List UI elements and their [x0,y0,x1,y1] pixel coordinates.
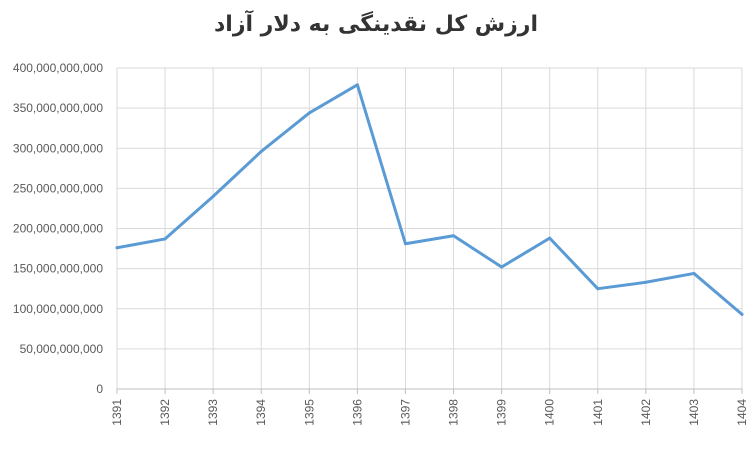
data-point [211,194,215,198]
x-tick-label: 1397 [398,399,412,426]
x-tick-label: 1399 [495,399,509,426]
y-tick-label: 150,000,000,000 [13,262,103,276]
y-tick-label: 50,000,000,000 [20,342,104,356]
data-point [259,149,263,153]
x-tick-label: 1395 [302,399,316,426]
x-tick-label: 1401 [591,399,605,426]
label-layer: 0 50,000,000,000 100,000,000,000 150,000,00… [13,61,749,426]
y-tick-label: 0 [96,382,103,396]
data-point [452,234,456,238]
data-point [115,246,119,250]
series-line [115,83,744,316]
x-tick-label: 1402 [639,399,653,426]
y-tick-label: 100,000,000,000 [13,302,103,316]
grid-layer [116,67,743,389]
x-tick-label: 1403 [687,399,701,426]
y-tick-label: 300,000,000,000 [13,141,103,155]
data-point [355,83,359,87]
series-layer [115,83,744,316]
axis-layer [116,388,743,394]
x-tick-label: 1392 [158,399,172,426]
data-point [548,236,552,240]
data-point [596,287,600,291]
data-point [307,111,311,115]
y-tick-label: 250,000,000,000 [13,181,103,195]
data-point [644,280,648,284]
chart-title: ارزش کل نقدینگی به دلار آزاد [213,12,539,37]
data-point [163,237,167,241]
x-tick-label: 1398 [447,399,461,426]
x-tick-label: 1400 [543,399,557,426]
y-tick-label: 350,000,000,000 [13,101,103,115]
data-point [740,312,744,316]
data-point [403,242,407,246]
x-tick-label: 1391 [110,399,124,426]
x-tick-label: 1393 [206,399,220,426]
x-tick-label: 1394 [254,399,268,426]
data-point [692,271,696,275]
x-tick-label: 1396 [350,399,364,426]
y-tick-label: 400,000,000,000 [13,61,103,75]
x-tick-label: 1404 [735,399,749,426]
data-point [500,265,504,269]
y-tick-label: 200,000,000,000 [13,222,103,236]
